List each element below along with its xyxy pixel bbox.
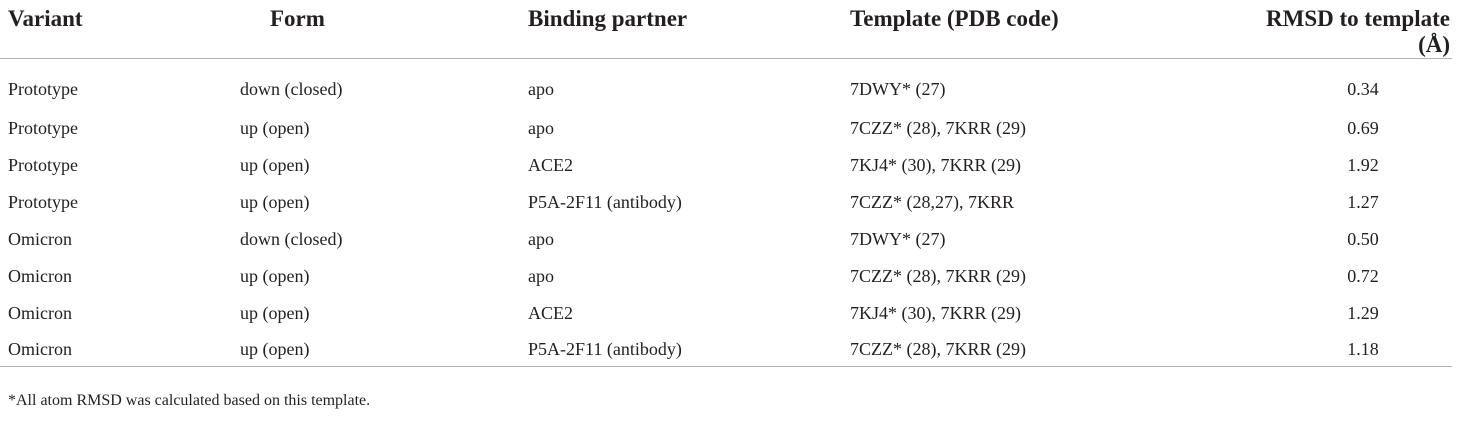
header-row: Variant Form Binding partner Template (P… bbox=[0, 0, 1452, 59]
cell-rmsd: 1.27 bbox=[1347, 192, 1379, 212]
cell-form: up (open) bbox=[240, 303, 310, 323]
table-row: Prototype down (closed) apo 7DWY* (27) 0.34 bbox=[0, 59, 1452, 111]
cell-rmsd: 0.50 bbox=[1347, 229, 1379, 249]
header-rmsd: RMSD to template (Å) bbox=[1266, 6, 1450, 57]
cell-template: 7KJ4* (30), 7KRR (29) bbox=[850, 155, 1021, 175]
cell-binding-partner: apo bbox=[528, 78, 554, 99]
cell-variant: Prototype bbox=[8, 78, 78, 99]
table-row: Omicron up (open) P5A-2F11 (antibody) 7CZZ*… bbox=[0, 332, 1452, 367]
header-form: Form bbox=[270, 6, 325, 31]
cell-rmsd: 0.72 bbox=[1347, 266, 1379, 286]
table-row: Omicron down (closed) apo 7DWY* (27) 0.50 bbox=[0, 221, 1452, 258]
cell-variant: Omicron bbox=[8, 303, 72, 323]
cell-variant: Omicron bbox=[8, 266, 72, 286]
table-row: Prototype up (open) apo 7CZZ* (28), 7KRR (2… bbox=[0, 110, 1452, 147]
cell-rmsd: 0.34 bbox=[1347, 78, 1379, 99]
header-variant: Variant bbox=[8, 6, 83, 31]
cell-variant: Prototype bbox=[8, 155, 78, 175]
cell-form: up (open) bbox=[240, 192, 310, 212]
cell-rmsd: 0.69 bbox=[1347, 118, 1379, 138]
cell-form: down (closed) bbox=[240, 78, 343, 99]
cell-rmsd: 1.18 bbox=[1347, 338, 1379, 359]
rmsd-table: Variant Form Binding partner Template (P… bbox=[0, 0, 1452, 367]
cell-form: up (open) bbox=[240, 118, 310, 138]
cell-template: 7CZZ* (28), 7KRR (29) bbox=[850, 118, 1026, 138]
cell-template: 7CZZ* (28), 7KRR (29) bbox=[850, 266, 1026, 286]
table-row: Omicron up (open) ACE2 7KJ4* (30), 7KRR (29… bbox=[0, 295, 1452, 332]
cell-rmsd: 1.92 bbox=[1347, 155, 1379, 175]
header-binding-partner: Binding partner bbox=[528, 6, 688, 31]
cell-binding-partner: apo bbox=[528, 229, 554, 249]
cell-binding-partner: ACE2 bbox=[528, 155, 573, 175]
cell-variant: Prototype bbox=[8, 192, 78, 212]
cell-binding-partner: P5A-2F11 (antibody) bbox=[528, 192, 682, 212]
table-row: Prototype up (open) ACE2 7KJ4* (30), 7KRR (… bbox=[0, 147, 1452, 184]
cell-template: 7CZZ* (28,27), 7KRR bbox=[850, 192, 1014, 212]
cell-variant: Omicron bbox=[8, 338, 72, 359]
footnote: *All atom RMSD was calculated based on t… bbox=[8, 392, 371, 409]
table-header: Variant Form Binding partner Template (P… bbox=[0, 0, 1452, 59]
cell-variant: Omicron bbox=[8, 229, 72, 249]
cell-template: 7DWY* (27) bbox=[850, 229, 946, 249]
cell-form: up (open) bbox=[240, 266, 310, 286]
cell-binding-partner: P5A-2F11 (antibody) bbox=[528, 338, 682, 359]
cell-binding-partner: apo bbox=[528, 118, 554, 138]
cell-template: 7KJ4* (30), 7KRR (29) bbox=[850, 303, 1021, 323]
table-body: Prototype down (closed) apo 7DWY* (27) 0.34 P… bbox=[0, 59, 1452, 367]
table-row: Omicron up (open) apo 7CZZ* (28), 7KRR (29)… bbox=[0, 258, 1452, 295]
table-row: Prototype up (open) P5A-2F11 (antibody) 7CZ… bbox=[0, 184, 1452, 221]
cell-binding-partner: apo bbox=[528, 266, 554, 286]
cell-template: 7CZZ* (28), 7KRR (29) bbox=[850, 338, 1026, 359]
cell-form: down (closed) bbox=[240, 229, 343, 249]
cell-rmsd: 1.29 bbox=[1347, 303, 1379, 323]
cell-variant: Prototype bbox=[8, 118, 78, 138]
cell-form: up (open) bbox=[240, 338, 310, 359]
cell-binding-partner: ACE2 bbox=[528, 303, 573, 323]
cell-form: up (open) bbox=[240, 155, 310, 175]
cell-template: 7DWY* (27) bbox=[850, 78, 946, 99]
header-template: Template (PDB code) bbox=[850, 6, 1059, 31]
